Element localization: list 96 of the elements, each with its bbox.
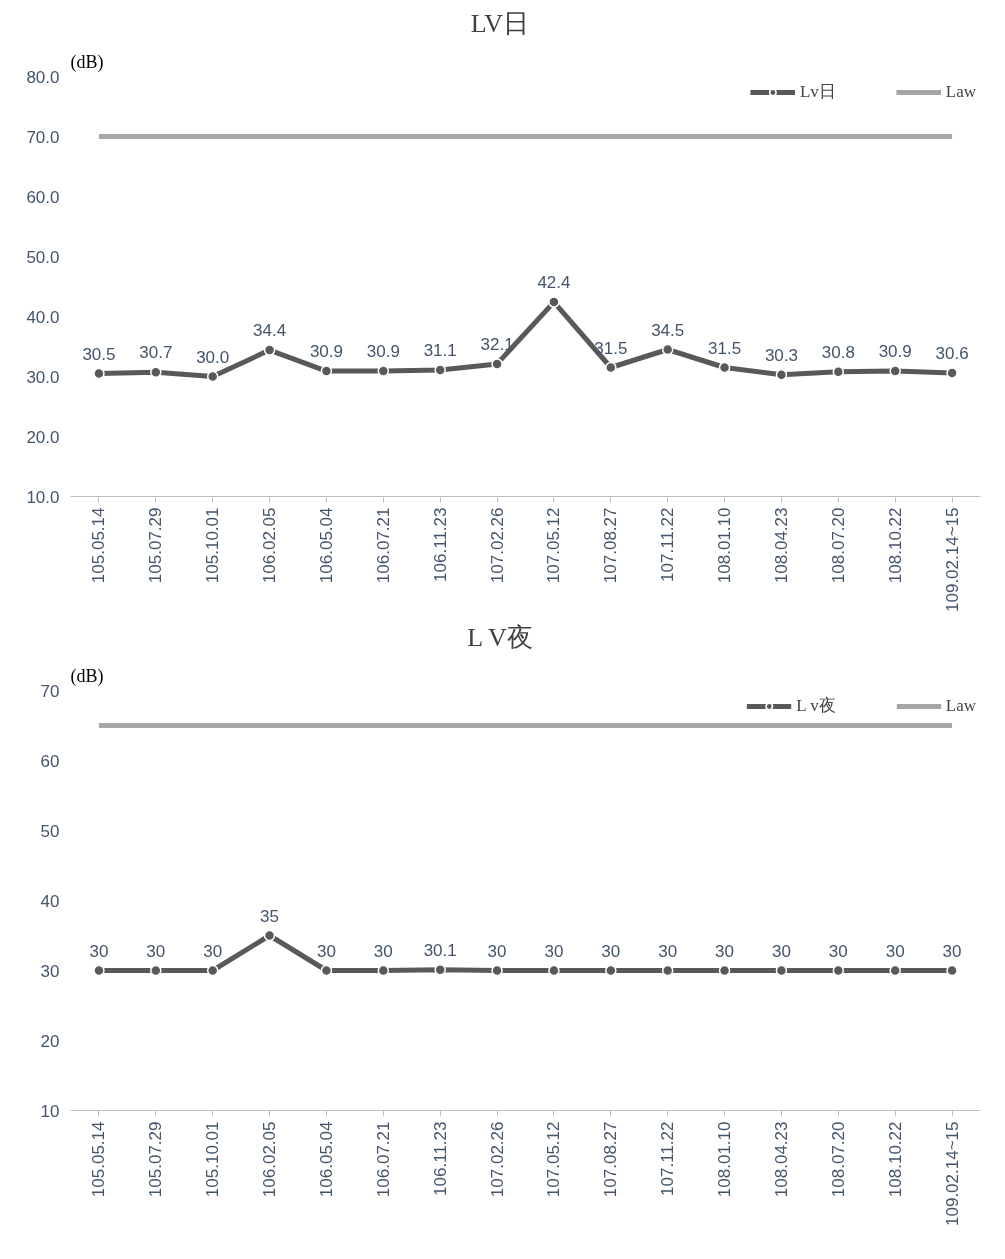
data-label: 30.9 <box>309 342 343 362</box>
y-tick-label: 10 <box>40 1101 60 1121</box>
point <box>320 365 333 377</box>
data-label: 30.6 <box>935 343 969 363</box>
y-tick-label: 50 <box>40 821 60 841</box>
data-label: 30 <box>771 941 791 961</box>
x-tick-label: 107.05.12 <box>544 1121 564 1198</box>
x-tick-label: 106.02.05 <box>260 1121 280 1198</box>
data-label: 30 <box>885 941 905 961</box>
x-tick-label: 108.07.20 <box>828 507 848 584</box>
point <box>434 364 446 376</box>
y-tick-label: 60.0 <box>26 187 60 207</box>
x-tick-label: 107.08.27 <box>601 507 621 584</box>
data-label: 42.4 <box>537 273 571 293</box>
point <box>263 929 276 942</box>
x-tick-label: 109.02.14~15 <box>942 1121 962 1226</box>
chart-title: L V夜 <box>467 622 533 654</box>
y-tick-label: 80.0 <box>26 67 60 87</box>
y-tick-label: 30 <box>40 961 60 981</box>
x-tick-label: 108.04.23 <box>771 1121 791 1198</box>
x-tick-label: 106.02.05 <box>260 507 280 584</box>
y-tick-label: 40 <box>40 891 60 911</box>
data-label: 30.0 <box>196 347 230 367</box>
x-tick-label: 106.05.04 <box>316 1121 336 1198</box>
point <box>491 358 503 370</box>
x-tick-label: 107.05.12 <box>544 507 564 584</box>
y-tick-label: 30.0 <box>26 367 60 387</box>
data-label: 30.9 <box>366 342 400 362</box>
data-label: 30 <box>544 941 564 961</box>
data-label: 31.5 <box>708 338 742 358</box>
y-tick-label: 50.0 <box>26 247 60 267</box>
point <box>263 344 276 356</box>
legend-label: Lv日 <box>799 81 836 103</box>
x-tick-label: 107.11.22 <box>658 507 678 582</box>
data-label: 30 <box>942 941 962 961</box>
data-label: 30.9 <box>878 342 912 362</box>
data-label: 34.4 <box>253 321 287 341</box>
y-tick-label: 10.0 <box>26 487 60 507</box>
data-label: 31.1 <box>423 340 457 360</box>
x-tick-label: 106.05.04 <box>316 507 336 584</box>
point <box>946 367 958 379</box>
data-label: 35 <box>260 906 280 926</box>
point <box>889 365 901 377</box>
y-axis-title: (dB) <box>70 665 104 687</box>
x-tick-label: 105.05.14 <box>89 1121 109 1198</box>
legend-label: L v夜 <box>796 695 836 717</box>
x-tick-label: 108.07.20 <box>828 1121 848 1198</box>
legend-label: Law <box>945 81 976 102</box>
y-tick-label: 60 <box>40 751 60 771</box>
x-tick-label: 105.05.14 <box>89 507 109 584</box>
x-tick-label: 105.10.01 <box>203 1121 223 1198</box>
x-tick-label: 106.07.21 <box>373 507 393 584</box>
y-tick-label: 20 <box>40 1031 60 1051</box>
data-label: 30 <box>203 941 223 961</box>
x-tick-label: 108.04.23 <box>771 507 791 584</box>
x-tick-label: 107.11.22 <box>658 1121 678 1196</box>
data-label: 30.7 <box>139 343 173 363</box>
x-tick-label: 107.02.26 <box>487 1121 507 1198</box>
data-label: 30 <box>715 941 735 961</box>
data-label: 30.3 <box>764 345 798 365</box>
x-tick-label: 107.08.27 <box>601 1121 621 1198</box>
x-tick-label: 106.11.23 <box>430 1121 450 1196</box>
data-label: 30 <box>146 941 166 961</box>
data-label: 30 <box>487 941 507 961</box>
y-tick-label: 70.0 <box>26 127 60 147</box>
legend-label: Law <box>945 695 976 716</box>
data-label: 30 <box>658 941 678 961</box>
data-label: 30 <box>828 941 848 961</box>
x-tick-label: 107.02.26 <box>487 507 507 584</box>
data-label: 31.5 <box>594 338 628 358</box>
x-tick-label: 108.10.22 <box>885 1121 905 1198</box>
data-label: 30 <box>316 941 336 961</box>
x-tick-label: 105.07.29 <box>146 1121 166 1198</box>
x-tick-label: 106.07.21 <box>373 1121 393 1198</box>
x-tick-label: 105.07.29 <box>146 507 166 584</box>
data-label: 34.5 <box>651 320 685 340</box>
chart-title: LV日 <box>470 8 530 40</box>
x-tick-label: 108.10.22 <box>885 507 905 584</box>
point <box>548 296 560 308</box>
x-tick-label: 108.01.10 <box>715 507 735 584</box>
data-label: 32.1 <box>480 334 514 354</box>
data-label: 30.1 <box>423 940 457 960</box>
y-axis-title: (dB) <box>70 51 104 73</box>
data-label: 30.8 <box>821 342 855 362</box>
data-label: 30 <box>89 941 109 961</box>
x-tick-label: 109.02.14~15 <box>942 507 962 612</box>
y-tick-label: 40.0 <box>26 307 60 327</box>
x-tick-label: 105.10.01 <box>203 507 223 584</box>
x-tick-label: 106.11.23 <box>430 507 450 582</box>
point <box>377 365 390 377</box>
data-label: 30 <box>601 941 621 961</box>
y-tick-label: 70 <box>40 681 60 701</box>
x-tick-label: 108.01.10 <box>715 1121 735 1198</box>
y-tick-label: 20.0 <box>26 427 60 447</box>
data-label: 30 <box>373 941 393 961</box>
data-label: 30.5 <box>82 344 116 364</box>
